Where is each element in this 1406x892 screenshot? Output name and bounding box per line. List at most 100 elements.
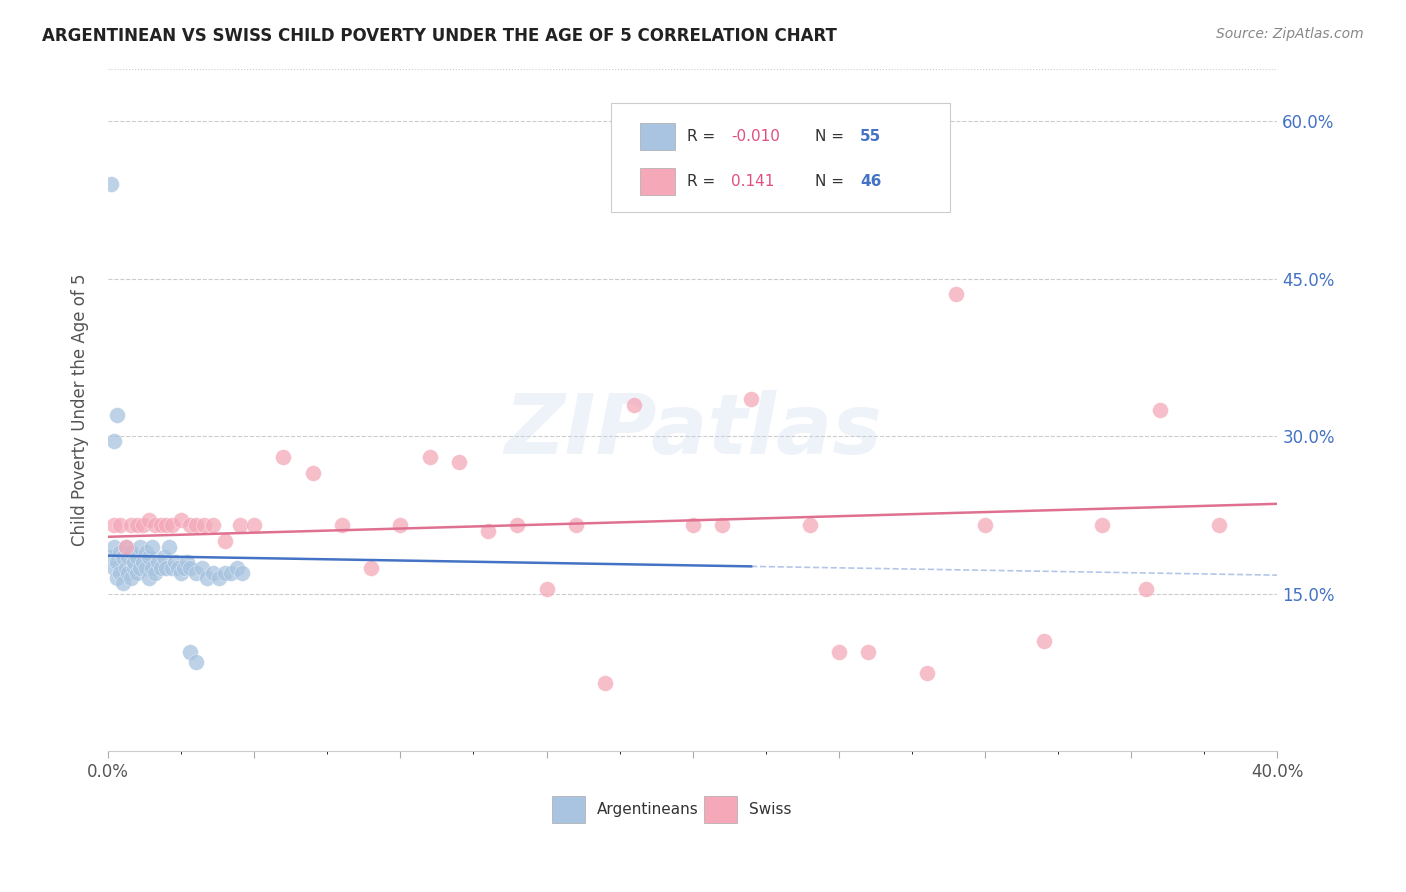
Point: [190, 560, 212, 574]
Point: [108, 545, 131, 559]
Text: Argentineans: Argentineans: [596, 802, 699, 817]
Text: Swiss: Swiss: [749, 802, 792, 817]
Point: [710, 518, 733, 533]
Point: [945, 287, 967, 301]
Point: [103, 434, 125, 449]
Point: [100, 549, 122, 564]
Point: [419, 450, 441, 465]
FancyBboxPatch shape: [640, 168, 675, 194]
Point: [152, 549, 174, 564]
Text: 0.141: 0.141: [731, 174, 775, 189]
Point: [111, 576, 134, 591]
Text: ZIPatlas: ZIPatlas: [503, 390, 882, 471]
Point: [330, 518, 353, 533]
Point: [225, 560, 247, 574]
Point: [1149, 403, 1171, 417]
Point: [141, 540, 163, 554]
Point: [155, 518, 177, 533]
Point: [108, 518, 131, 533]
Text: ARGENTINEAN VS SWISS CHILD POVERTY UNDER THE AGE OF 5 CORRELATION CHART: ARGENTINEAN VS SWISS CHILD POVERTY UNDER…: [42, 27, 837, 45]
Point: [1208, 518, 1230, 533]
Point: [1135, 582, 1157, 596]
FancyBboxPatch shape: [610, 103, 950, 212]
Point: [176, 555, 198, 569]
Point: [105, 555, 128, 569]
Point: [114, 560, 136, 574]
Point: [915, 665, 938, 680]
Point: [202, 518, 225, 533]
Point: [184, 655, 207, 669]
Point: [146, 555, 169, 569]
Point: [564, 518, 586, 533]
Point: [162, 560, 184, 574]
Point: [135, 560, 157, 574]
Point: [108, 566, 131, 580]
Point: [120, 545, 142, 559]
Point: [149, 560, 172, 574]
Point: [173, 560, 195, 574]
Point: [135, 545, 157, 559]
Point: [974, 518, 997, 533]
Point: [141, 560, 163, 574]
Text: Source: ZipAtlas.com: Source: ZipAtlas.com: [1216, 27, 1364, 41]
Point: [856, 644, 879, 658]
Text: R =: R =: [688, 128, 720, 144]
Point: [124, 555, 146, 569]
Point: [360, 560, 382, 574]
Point: [682, 518, 704, 533]
Point: [170, 566, 193, 580]
Point: [193, 518, 215, 533]
Point: [127, 566, 149, 580]
Point: [477, 524, 499, 538]
Point: [170, 513, 193, 527]
Point: [103, 518, 125, 533]
Point: [138, 549, 160, 564]
FancyBboxPatch shape: [553, 796, 585, 823]
Point: [301, 466, 323, 480]
Point: [165, 555, 187, 569]
Point: [143, 566, 166, 580]
Point: [208, 571, 231, 585]
Text: N =: N =: [815, 128, 849, 144]
Point: [114, 540, 136, 554]
Point: [536, 582, 558, 596]
Point: [214, 534, 236, 549]
Point: [167, 560, 190, 574]
Point: [228, 518, 250, 533]
Point: [214, 566, 236, 580]
Point: [143, 518, 166, 533]
FancyBboxPatch shape: [704, 796, 737, 823]
Point: [179, 644, 201, 658]
Point: [219, 566, 242, 580]
Point: [157, 540, 180, 554]
Point: [197, 571, 219, 585]
Point: [105, 408, 128, 422]
Point: [124, 560, 146, 574]
Text: R =: R =: [688, 174, 720, 189]
Point: [127, 549, 149, 564]
Point: [127, 518, 149, 533]
Point: [117, 566, 139, 580]
FancyBboxPatch shape: [640, 122, 675, 150]
Point: [389, 518, 412, 533]
Point: [179, 518, 201, 533]
Point: [740, 392, 762, 407]
Point: [132, 518, 155, 533]
Point: [506, 518, 529, 533]
Point: [129, 560, 152, 574]
Point: [273, 450, 295, 465]
Point: [828, 644, 851, 658]
Point: [184, 566, 207, 580]
Text: 55: 55: [860, 128, 882, 144]
Y-axis label: Child Poverty Under the Age of 5: Child Poverty Under the Age of 5: [72, 274, 89, 546]
Text: -0.010: -0.010: [731, 128, 780, 144]
Text: 46: 46: [860, 174, 882, 189]
Point: [132, 555, 155, 569]
Point: [231, 566, 253, 580]
Point: [138, 571, 160, 585]
Point: [100, 177, 122, 191]
Point: [103, 560, 125, 574]
Point: [149, 518, 172, 533]
Point: [1032, 634, 1054, 648]
Point: [623, 398, 645, 412]
